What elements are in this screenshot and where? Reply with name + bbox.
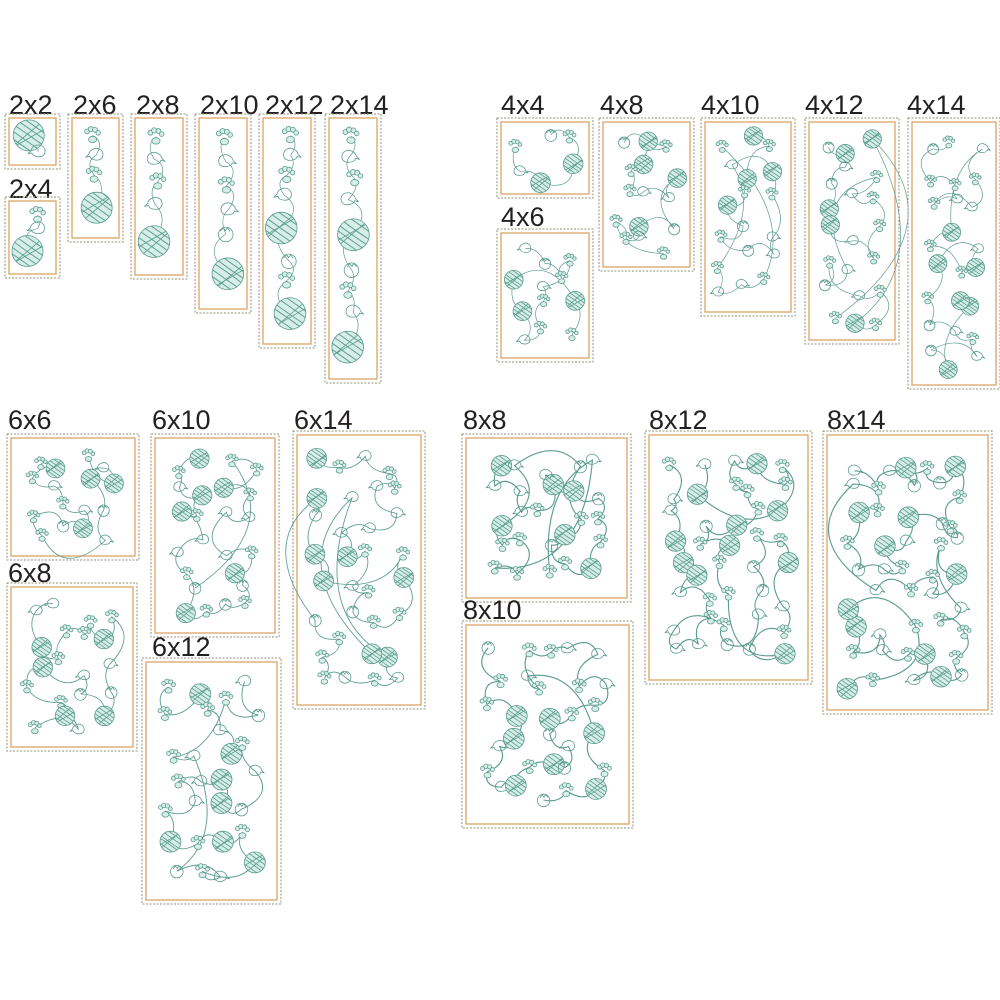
svg-text:4x8: 4x8 <box>600 90 644 120</box>
svg-text:2x4: 2x4 <box>9 174 53 204</box>
svg-text:2x14: 2x14 <box>330 90 389 120</box>
svg-text:2x2: 2x2 <box>9 90 53 120</box>
svg-text:4x12: 4x12 <box>805 90 864 120</box>
svg-text:4x4: 4x4 <box>501 90 545 120</box>
svg-text:6x10: 6x10 <box>152 405 211 435</box>
svg-text:2x8: 2x8 <box>136 90 180 120</box>
svg-text:4x14: 4x14 <box>907 90 966 120</box>
svg-text:4x6: 4x6 <box>501 202 545 232</box>
svg-text:4x10: 4x10 <box>701 90 760 120</box>
svg-text:6x6: 6x6 <box>8 405 52 435</box>
svg-text:2x10: 2x10 <box>200 90 259 120</box>
svg-text:8x8: 8x8 <box>463 405 507 435</box>
svg-text:2x6: 2x6 <box>73 90 117 120</box>
